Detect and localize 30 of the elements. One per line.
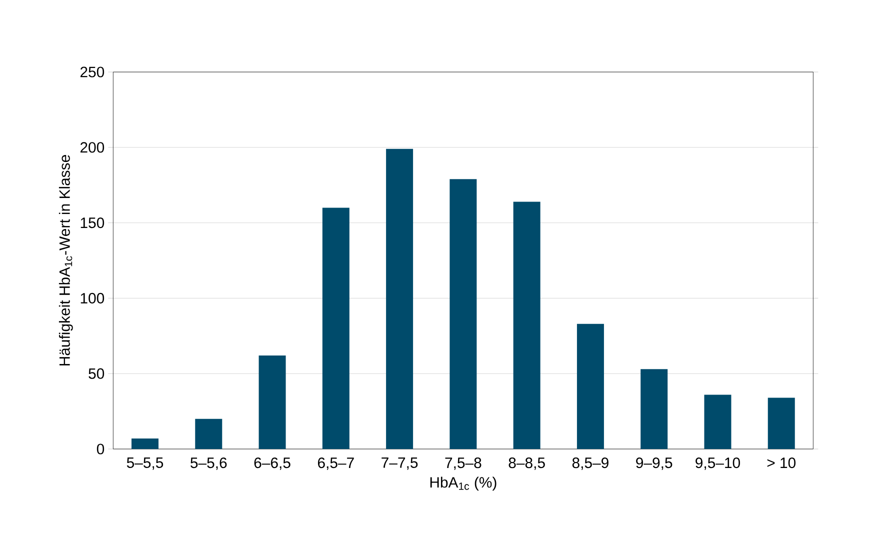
x-tick-label: 6,5–7 [318, 458, 354, 470]
x-tick-label: 5–5,6 [190, 458, 227, 470]
x-tick-label: 7–7,5 [382, 458, 418, 470]
bar [132, 438, 158, 449]
x-tick-label: 8–8,5 [508, 458, 545, 470]
x-tick-label: > 10 [767, 458, 796, 468]
bar [322, 208, 350, 449]
bar [513, 202, 540, 449]
x-tick-label: 9,5–10 [696, 458, 740, 470]
y-tick-label: 250 [80, 66, 104, 78]
y-tick-label: 50 [88, 368, 104, 379]
bar [450, 179, 477, 449]
bar [258, 356, 286, 449]
bar [640, 369, 668, 449]
x-tick-label: 8,5–9 [572, 458, 608, 470]
x-axis-title: HbA$_{1c}$ (%) [430, 476, 496, 491]
y-tick-label: 0 [96, 444, 104, 454]
y-tick-label: 200 [80, 142, 104, 153]
bar [576, 324, 604, 449]
bar [386, 148, 414, 449]
bar [704, 394, 732, 449]
x-tick-label: 6–6,5 [254, 458, 290, 470]
x-tick-label: 7,5–8 [445, 458, 482, 470]
y-axis-title: Häufigkeit HbA$_{1c}$-Wert in Klasse [58, 155, 73, 366]
x-tick-label: 5–5,5 [126, 458, 164, 470]
bar [768, 398, 795, 449]
y-tick-label: 100 [80, 292, 104, 304]
x-tick-label: 9–9,5 [636, 458, 672, 470]
bar [195, 418, 222, 449]
y-tick-label: 150 [80, 218, 104, 228]
